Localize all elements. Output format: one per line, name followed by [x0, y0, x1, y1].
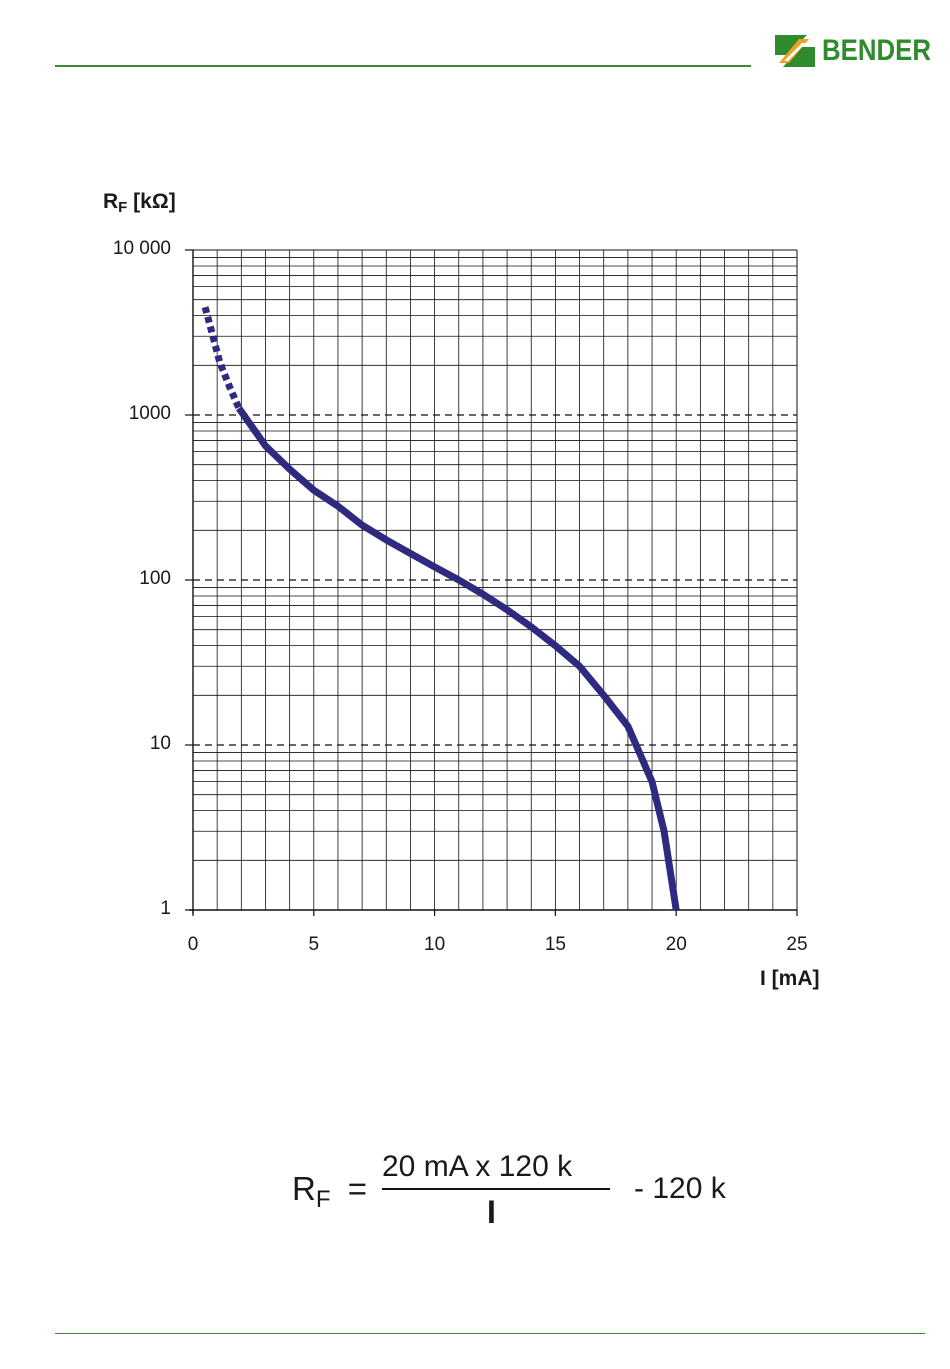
x-tick-label: 5	[309, 934, 320, 955]
header-rule	[55, 65, 751, 67]
x-tick-label: 25	[786, 934, 807, 955]
formula-denominator: I	[487, 1194, 496, 1230]
x-tick-label: 0	[188, 934, 199, 955]
formula-lhs: RF =	[292, 1170, 367, 1213]
characteristic-curve-extrapolated	[201, 306, 243, 410]
x-tick-label: 15	[545, 934, 566, 955]
footer-rule	[55, 1333, 925, 1334]
x-axis-title: I [mA]	[760, 967, 820, 990]
brand-name: BENDER	[822, 34, 931, 67]
resistance-formula: RF = 20 mA x 120 k I - 120 k	[292, 1150, 752, 1240]
y-tick-label: 100	[139, 568, 171, 589]
y-tick-label: 1000	[129, 403, 171, 424]
x-tick-label: 10	[424, 934, 445, 955]
x-tick-label: 20	[666, 934, 687, 955]
formula-tail: - 120 k	[634, 1172, 726, 1205]
characteristic-curve	[236, 406, 680, 911]
y-tick-label: 10	[150, 733, 171, 754]
bender-logo: BENDER	[771, 33, 931, 69]
y-axis-title: RF [kΩ]	[103, 190, 176, 216]
y-tick-label: 10 000	[113, 238, 171, 259]
y-tick-label: 1	[160, 898, 171, 919]
bender-logo-mark-icon	[775, 35, 815, 67]
formula-numerator: 20 mA x 120 k	[382, 1150, 573, 1183]
fraction-bar	[382, 1188, 610, 1190]
